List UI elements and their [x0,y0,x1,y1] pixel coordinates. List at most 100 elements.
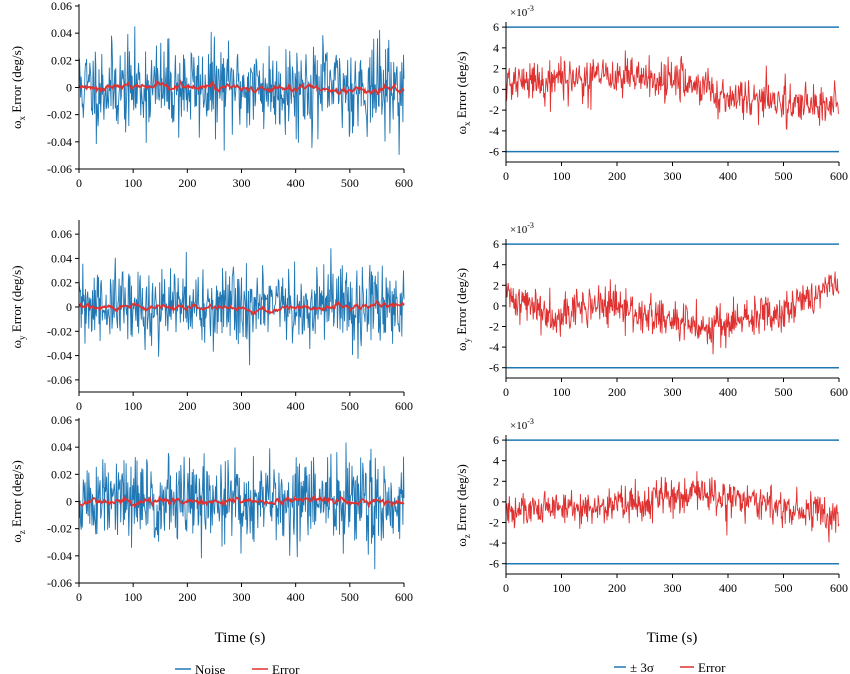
wy-error-y-tick-label: -4 [489,340,499,354]
wx-error-exponent-label: ×10-3 [510,4,534,19]
wx-error-y-tick-label: 0 [493,82,499,96]
wx-noise-x-tick-label: 200 [178,176,196,190]
wx-error-y-tick-label: 4 [493,41,499,55]
wx-noise-y-axis-label: ωx Error (deg/s) [9,46,27,129]
legend-bounds-label: ± 3σ [630,660,654,674]
wz-error-y-tick-label: 6 [493,433,499,447]
wz-noise-x-tick-label: 400 [287,590,305,604]
wx-noise-series-error [78,79,405,97]
x-axis-label-right: Time (s) [647,630,698,646]
wz-noise-x-tick-label: 0 [76,590,82,604]
wy-error-x-tick-label: 600 [830,385,848,399]
wx-noise-x-tick-label: 0 [76,176,82,190]
wx-error-x-tick-label: 400 [719,169,737,183]
panel-wz-noise: 0 100 200 300 400 500 600 -0.06 -0.04 -0.02 0 0.02 0… [9,413,413,604]
wy-noise-y-tick-label: 0.04 [51,251,72,265]
wz-error-y-tick-label: -6 [489,557,499,571]
wx-noise-x-tick-label: 600 [395,176,413,190]
wz-error-y-tick-label: -4 [489,536,499,550]
legend-noise-label: Noise [195,662,226,674]
legend-left: Noise Error [175,662,300,674]
wx-error-x-tick-label: 600 [830,169,848,183]
wx-noise-x-tick-label: 500 [341,176,359,190]
wy-noise-y-tick-label: -0.04 [47,349,72,363]
wx-error-x-tick-label: 0 [503,169,509,183]
wz-error-x-tick-label: 0 [503,581,509,595]
panels: 0 100 200 300 400 500 600-0.06-0.04-0.0200.020… [9,0,848,604]
wz-error-exponent-label: ×10-3 [510,417,534,432]
wy-error-y-axis-label: ωy Error (deg/s) [454,268,472,351]
wx-noise-y-tick-label: 0 [66,81,72,95]
wy-noise-y-tick-label: 0 [66,300,72,314]
wz-noise-y-tick-label: 0.06 [51,413,72,427]
wz-noise-y-tick-label: -0.02 [47,522,72,536]
wx-error-y-tick-label: -2 [489,103,499,117]
legend-right: ± 3σ Error [614,660,726,674]
wx-noise-y-tick-label: -0.02 [47,108,72,122]
wx-error-y-tick-label: 2 [493,62,499,76]
wx-error-series-error [505,50,840,131]
wx-noise-x-tick-label: 300 [233,176,251,190]
wy-error-y-tick-label: 4 [493,258,499,272]
wy-noise-x-tick-label: 0 [76,399,82,413]
wz-noise-series-error [78,494,405,509]
wz-error-y-tick-label: -2 [489,515,499,529]
wz-error-x-tick-label: 400 [719,581,737,595]
wy-error-series-error [505,271,840,355]
wy-error-y-tick-label: 0 [493,299,499,313]
wx-noise-y-tick-label: 0.02 [51,53,72,67]
wy-noise-x-tick-label: 400 [287,399,305,413]
wz-noise-series-noise [78,442,405,570]
wy-error-x-tick-label: 100 [553,385,571,399]
wz-error-series-error [505,471,840,543]
panel-wy-noise: 0 100 200 300 400 500 600 -0.06 -0.04 -0.02 0 0.02 0… [9,220,413,413]
x-axis-label-left: Time (s) [215,630,266,646]
wx-noise-x-tick-label: 400 [287,176,305,190]
wz-noise-x-tick-label: 500 [341,590,359,604]
wz-error-x-tick-label: 300 [664,581,682,595]
wx-noise-y-tick-label: -0.06 [47,162,72,176]
wy-noise-x-tick-label: 500 [341,399,359,413]
wy-noise-x-tick-label: 300 [233,399,251,413]
legend-error-label: Error [272,662,300,674]
wz-noise-x-tick-label: 100 [124,590,142,604]
wx-error-y-tick-label: -4 [489,124,499,138]
wz-error-x-tick-label: 600 [830,581,848,595]
legend-error-label: Error [698,660,726,674]
wz-noise-y-axis-label: ωz Error (deg/s) [9,460,27,543]
wx-noise-y-tick-label: 0.06 [51,0,72,13]
wy-noise-y-tick-label: 0.02 [51,276,72,290]
wy-error-y-tick-label: 6 [493,237,499,251]
wy-error-exponent-label: ×10-3 [510,221,534,236]
wx-error-y-tick-label: 6 [493,20,499,34]
wy-error-x-tick-label: 0 [503,385,509,399]
wy-error-x-tick-label: 400 [719,385,737,399]
wy-noise-x-tick-label: 200 [178,399,196,413]
wz-error-x-tick-label: 100 [553,581,571,595]
wx-error-y-tick-label: -6 [489,145,499,159]
wz-error-y-tick-label: 0 [493,495,499,509]
wz-noise-x-tick-label: 300 [233,590,251,604]
panel-wx-noise: 0 100 200 300 400 500 600 -0.06 -0.04 -0.02 0 0.02 0… [9,0,413,190]
wz-noise-x-tick-label: 600 [395,590,413,604]
wz-error-y-tick-label: 4 [493,454,499,468]
wz-error-y-axis-label: ωz Error (deg/s) [454,464,472,547]
panel-wx-error: 0 100 200 300 400 500 600 -6 -4 -2 0 2 4 6 ×10-3 ωx Err… [454,4,848,183]
wy-error-x-tick-label: 200 [608,385,626,399]
wz-noise-y-tick-label: -0.06 [47,576,72,590]
wx-noise-x-tick-label: 100 [124,176,142,190]
panel-wz-error: 0 100 200 300 400 500 600 -6 -4 -2 0 2 4 6 ×10-3 ωz Err… [454,417,848,595]
wx-noise-y-tick-label: -0.04 [47,135,72,149]
wy-noise-x-tick-label: 600 [395,399,413,413]
wz-noise-y-tick-label: 0.04 [51,440,72,454]
wy-error-y-tick-label: -6 [489,361,499,375]
wx-error-x-tick-label: 100 [553,169,571,183]
wz-noise-x-tick-label: 200 [178,590,196,604]
wz-noise-y-tick-label: 0 [66,495,72,509]
wy-noise-x-tick-label: 100 [124,399,142,413]
wy-noise-y-tick-label: -0.06 [47,373,72,387]
wy-error-y-tick-label: 2 [493,278,499,292]
wy-noise-y-tick-label: -0.02 [47,324,72,338]
panel-wy-error: 0 100 200 300 400 500 600 -6 -4 -2 0 2 4 6 ×10-3 ωy Err… [454,221,848,399]
